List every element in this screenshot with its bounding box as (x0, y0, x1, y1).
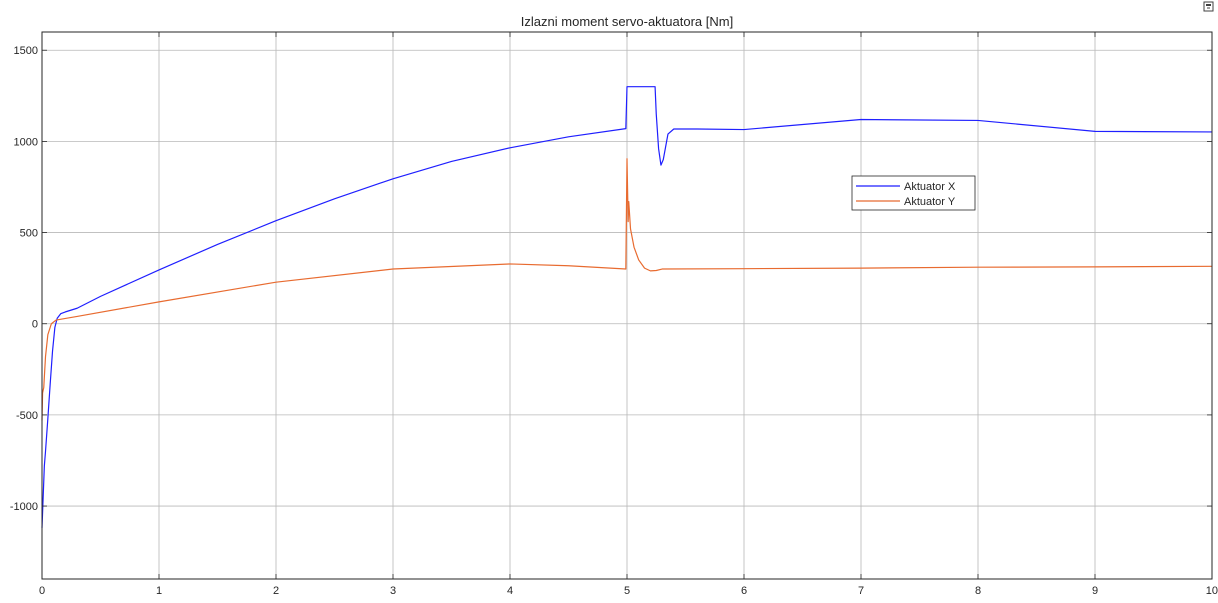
legend: Aktuator X Aktuator Y (851, 175, 976, 211)
x-tick-label: 3 (390, 585, 396, 597)
series-line-aktuator-x (41, 86, 1213, 528)
x-tick-label: 8 (975, 585, 981, 597)
ticks: 0 1 2 3 4 5 6 7 8 9 10 -1000 -500 0 500 1000 1500 (10, 32, 1218, 597)
x-tick-label: 7 (858, 585, 864, 597)
x-tick-label: 2 (273, 585, 279, 597)
grid (42, 32, 1212, 579)
y-tick-label: -1000 (10, 501, 38, 513)
y-tick-label: 1000 (14, 136, 38, 148)
x-tick-label: 5 (624, 585, 630, 597)
legend-box (851, 175, 976, 211)
legend-label-aktuator-x: Aktuator X (904, 181, 956, 193)
y-tick-label: 500 (20, 228, 38, 240)
y-tick-label: 0 (32, 319, 38, 331)
chart-title: Izlazni moment servo-aktuatora [Nm] (521, 14, 733, 29)
x-tick-label: 0 (39, 585, 45, 597)
legend-label-aktuator-y: Aktuator Y (904, 196, 956, 208)
x-tick-label: 10 (1206, 585, 1218, 597)
x-tick-label: 9 (1092, 585, 1098, 597)
y-tick-label: 1500 (14, 45, 38, 57)
x-tick-label: 4 (507, 585, 513, 597)
restore-window-icon[interactable] (1203, 1, 1214, 12)
series-line-aktuator-y (41, 158, 1213, 421)
y-tick-label: -500 (16, 410, 38, 422)
series-layer (41, 86, 1213, 528)
x-tick-label: 6 (741, 585, 747, 597)
x-tick-label: 1 (156, 585, 162, 597)
